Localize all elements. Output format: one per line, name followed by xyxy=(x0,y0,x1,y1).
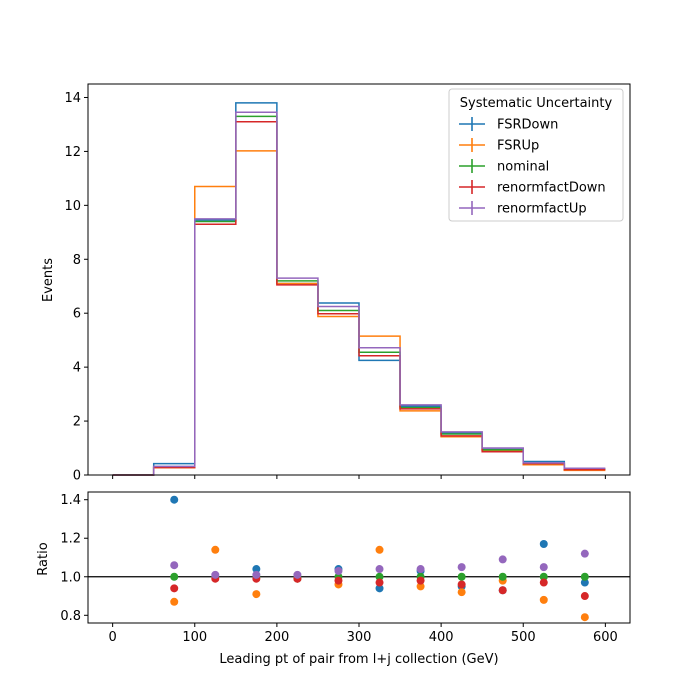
legend-entry-fsrup: FSRUp xyxy=(459,138,539,154)
ratio-point-renormfact-down xyxy=(416,576,425,585)
ratio-point-renormfact-down xyxy=(457,580,466,589)
ratio-x-tick-label: 600 xyxy=(593,630,618,645)
events-y-tick-label: 2 xyxy=(73,415,81,430)
legend-label-renormfact-down: renormfactDown xyxy=(497,181,606,196)
legend-label-renormfact-up: renormfactUp xyxy=(497,202,587,217)
ratio-point-renormfact-down xyxy=(334,576,343,585)
ratio-point-renormfact-up xyxy=(293,570,302,579)
events-y-tick-label: 10 xyxy=(64,199,81,214)
legend-label-fsrup: FSRUp xyxy=(497,139,539,154)
ratio-point-fsrup xyxy=(252,590,261,599)
ratio-point-fsrup xyxy=(416,582,425,591)
ratio-y-tick-label: 1.0 xyxy=(60,570,81,585)
ratio-x-tick-label: 200 xyxy=(264,630,289,645)
ratio-x-tick-label: 300 xyxy=(347,630,372,645)
events-y-ticks: 0 2 4 6 8 10 12 14 xyxy=(64,91,88,484)
ratio-point-renormfact-down xyxy=(375,578,384,587)
ratio-point-fsrdown xyxy=(539,540,548,549)
ratio-point-renormfact-up xyxy=(211,570,220,579)
ratio-point-nominal xyxy=(375,572,384,581)
ratio-point-renormfact-down xyxy=(580,592,589,601)
ratio-point-fsrup xyxy=(170,597,179,606)
ratio-point-renormfact-up xyxy=(334,566,343,575)
ratio-x-tick-label: 0 xyxy=(108,630,116,645)
ratio-point-renormfact-up xyxy=(252,570,261,579)
legend-entry-renormfact-up: renormfactUp xyxy=(459,201,587,217)
events-y-tick-label: 12 xyxy=(64,145,81,160)
legend-entry-fsrdown: FSRDown xyxy=(459,117,558,133)
ratio-point-fsrdown xyxy=(375,584,384,593)
ratio-point-renormfact-up xyxy=(580,549,589,558)
ratio-y-tick-label: 0.8 xyxy=(60,609,81,624)
ratio-point-renormfact-up xyxy=(498,555,507,564)
events-y-tick-label: 4 xyxy=(73,361,81,376)
legend-entries: FSRDown FSRUp nominal renormfactDown renormf… xyxy=(459,117,606,217)
ratio-x-ticks: 0 100 200 300 400 500 600 xyxy=(108,623,618,645)
ratio-point-renormfact-down xyxy=(170,584,179,593)
ratio-point-renormfact-down xyxy=(498,586,507,595)
ratio-plot-area xyxy=(88,492,630,623)
ratio-x-axis-label: Leading pt of pair from l+j collection (… xyxy=(219,652,498,667)
ratio-point-fsrup xyxy=(211,545,220,554)
ratio-point-fsrdown xyxy=(252,565,261,574)
ratio-point-nominal xyxy=(170,572,179,581)
events-y-axis-label: Events xyxy=(41,258,56,302)
ratio-x-tick-label: 100 xyxy=(182,630,207,645)
ratio-point-nominal xyxy=(580,572,589,581)
legend: Systematic Uncertainty FSRDown FSRUp nomin… xyxy=(448,88,624,222)
legend-title: Systematic Uncertainty xyxy=(460,96,613,111)
ratio-panel: 0.8 1.0 1.2 1.4 0 100 200 300 400 500 600 Ratio L… xyxy=(36,491,631,667)
ratio-point-renormfact-down xyxy=(539,578,548,587)
ratio-point-nominal xyxy=(457,572,466,581)
ratio-y-tick-label: 1.2 xyxy=(60,532,81,547)
events-panel: 0 2 4 6 8 10 12 14 Events Systematic Uncertaint… xyxy=(41,83,631,484)
events-y-tick-label: 8 xyxy=(73,253,81,268)
legend-label-fsrdown: FSRDown xyxy=(497,118,558,133)
ratio-x-tick-label: 400 xyxy=(429,630,454,645)
ratio-point-fsrup xyxy=(457,588,466,597)
events-y-tick-label: 6 xyxy=(73,307,81,322)
legend-entry-nominal: nominal xyxy=(459,159,549,175)
ratio-point-fsrup xyxy=(375,545,384,554)
legend-entry-renormfact-down: renormfactDown xyxy=(459,180,606,196)
ratio-point-renormfact-up xyxy=(416,565,425,574)
ratio-y-ticks: 0.8 1.0 1.2 1.4 xyxy=(60,493,88,624)
ratio-point-nominal xyxy=(539,572,548,581)
events-series-group xyxy=(112,102,606,476)
ratio-series-group xyxy=(170,495,589,622)
events-y-tick-label: 0 xyxy=(73,469,81,484)
ratio-point-renormfact-up xyxy=(539,563,548,572)
events-y-tick-label: 14 xyxy=(64,91,81,106)
ratio-point-fsrdown xyxy=(170,495,179,504)
ratio-point-fsrdown xyxy=(580,578,589,587)
legend-label-nominal: nominal xyxy=(497,160,549,175)
events-x-ticks xyxy=(112,475,606,479)
ratio-point-renormfact-up xyxy=(457,563,466,572)
events-step-renormfact-up xyxy=(112,111,606,476)
ratio-y-axis-label: Ratio xyxy=(36,542,51,575)
ratio-y-tick-label: 1.4 xyxy=(60,493,81,508)
ratio-point-nominal xyxy=(498,572,507,581)
ratio-point-renormfact-up xyxy=(170,561,179,570)
ratio-x-tick-label: 500 xyxy=(511,630,536,645)
ratio-point-renormfact-up xyxy=(375,565,384,574)
ratio-point-fsrup xyxy=(580,613,589,622)
ratio-point-fsrup xyxy=(539,595,548,604)
legend-box xyxy=(448,88,624,222)
